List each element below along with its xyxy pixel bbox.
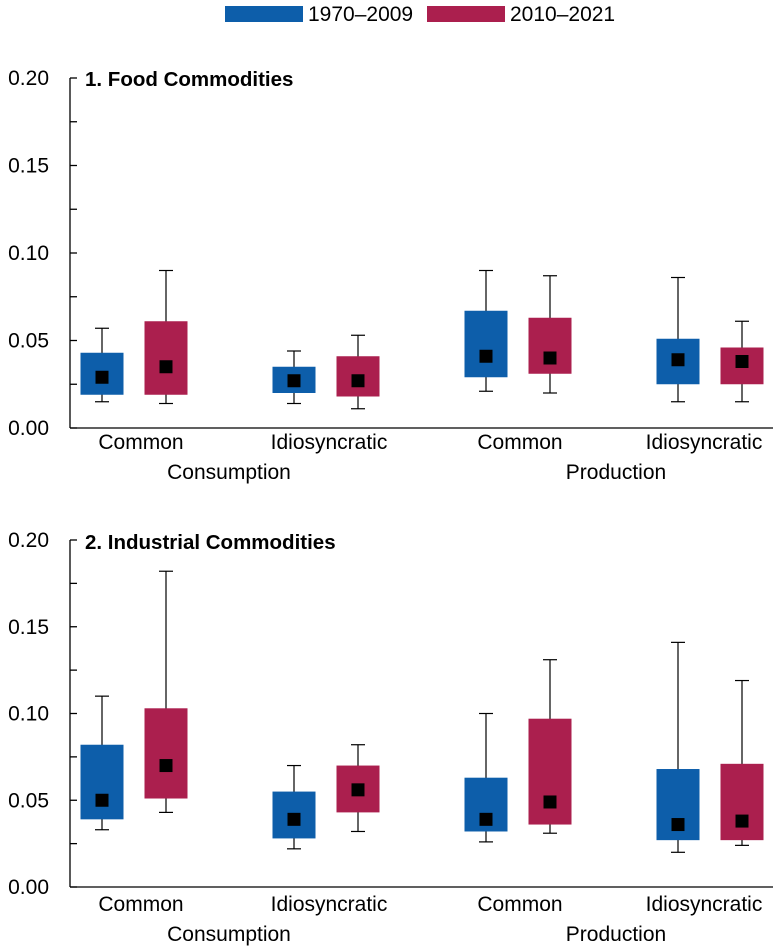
marker-square [95, 793, 109, 807]
iqr-box [144, 321, 188, 395]
legend-swatch [225, 6, 303, 22]
y-tick-label: 0.10 [8, 703, 49, 726]
x-category-label: Idiosyncratic [271, 893, 388, 916]
x-category-label: Idiosyncratic [646, 893, 763, 916]
x-group-label: Production [566, 461, 666, 484]
y-tick-label: 0.20 [8, 67, 49, 90]
x-category-label: Idiosyncratic [271, 431, 388, 454]
box-plot [272, 350, 316, 405]
marker-square [543, 351, 557, 365]
panel-industrial-commodities: 0.00 0.05 0.10 0.15 0.20 2. Industrial Commod… [8, 529, 773, 946]
box-plot [656, 641, 700, 853]
box-plot [336, 334, 380, 410]
x-category-label: Idiosyncratic [646, 431, 763, 454]
marker-square [287, 374, 301, 388]
box-plot [720, 320, 764, 403]
y-tick-label: 0.00 [8, 417, 49, 440]
marker-square [671, 353, 685, 367]
box-plot [80, 695, 124, 831]
legend: 1970–2009 2010–2021 [225, 3, 615, 26]
box-plot [528, 275, 572, 394]
marker-square [671, 818, 685, 832]
x-group-label: Consumption [167, 923, 291, 946]
box-plot [720, 679, 764, 846]
marker-square [351, 783, 365, 797]
marker-square [479, 812, 493, 826]
marker-square [159, 759, 173, 773]
y-tick-label: 0.10 [8, 242, 49, 265]
x-category-label: Common [98, 431, 183, 454]
x-category-label: Common [98, 893, 183, 916]
panel-title: 2. Industrial Commodities [85, 531, 336, 554]
legend-swatch [427, 6, 505, 22]
box-plot [464, 712, 508, 843]
marker-square [287, 812, 301, 826]
marker-square [159, 360, 173, 374]
box-plot [528, 659, 572, 834]
box-plot [336, 744, 380, 833]
iqr-box [464, 310, 508, 378]
y-tick-label: 0.00 [8, 876, 49, 899]
marker-square [543, 795, 557, 809]
x-group-label: Consumption [167, 461, 291, 484]
marker-square [479, 349, 493, 363]
y-tick-label: 0.05 [8, 330, 49, 353]
marker-square [735, 355, 749, 368]
marker-square [735, 814, 749, 828]
box-plot [80, 327, 124, 403]
y-tick-label: 0.20 [8, 529, 49, 552]
panel-food-commodities: 0.00 0.05 0.10 0.15 0.20 1. Food Commodities C… [8, 67, 773, 484]
iqr-box [720, 763, 764, 841]
x-group-label: Production [566, 923, 666, 946]
x-category-label: Common [477, 893, 562, 916]
iqr-box [144, 708, 188, 799]
box-plot [464, 269, 508, 392]
legend-label: 1970–2009 [308, 3, 413, 26]
y-tick-label: 0.15 [8, 616, 49, 639]
panel-title: 1. Food Commodities [85, 68, 293, 91]
box-plot [144, 570, 188, 813]
legend-label: 2010–2021 [510, 3, 615, 26]
iqr-box [528, 718, 572, 825]
box-plot [272, 764, 316, 850]
y-tick-label: 0.15 [8, 155, 49, 178]
iqr-box [528, 317, 572, 374]
y-tick-label: 0.05 [8, 789, 49, 812]
marker-square [95, 370, 109, 384]
box-plot [656, 276, 700, 403]
x-category-label: Common [477, 431, 562, 454]
iqr-box [80, 744, 124, 820]
box-plot [144, 269, 188, 405]
marker-square [351, 374, 365, 388]
